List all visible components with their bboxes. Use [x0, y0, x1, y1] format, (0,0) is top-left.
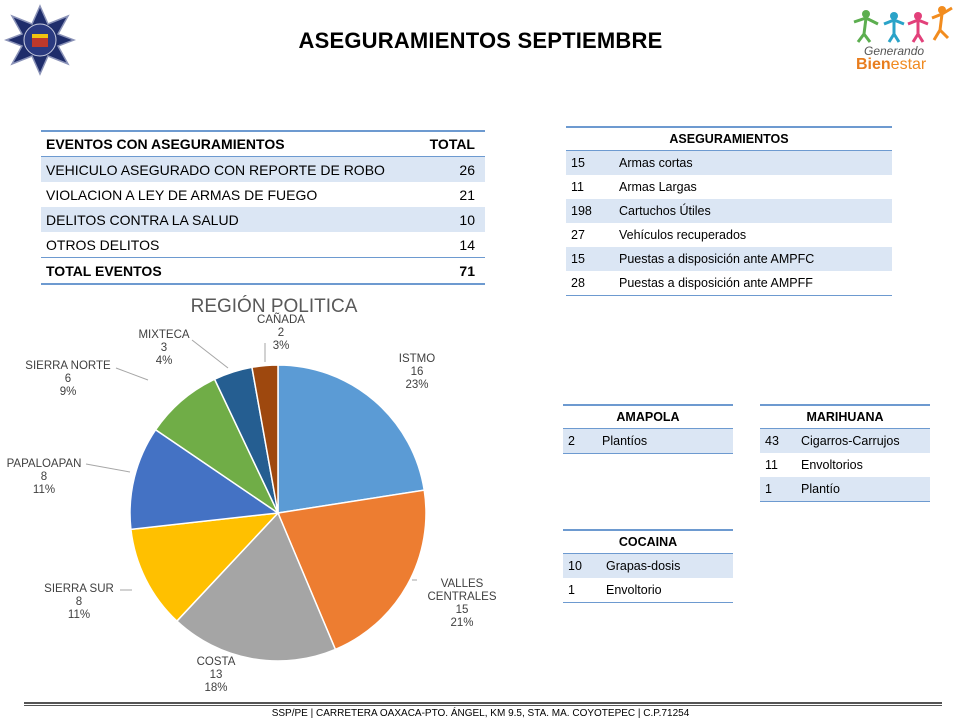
- qty-cell: 2: [563, 428, 597, 454]
- police-badge-logo: [3, 4, 77, 76]
- total-row: TOTAL EVENTOS 71: [41, 257, 485, 285]
- pie-slice-istmo: [277, 364, 426, 514]
- footer-rule: [24, 702, 942, 704]
- logo-line-2: Bienestar: [856, 56, 927, 73]
- table-row: 2 Plantíos: [563, 428, 733, 454]
- table-row: 11 Armas Largas: [566, 175, 892, 199]
- table-row: 1 Plantío: [760, 477, 930, 502]
- qty-cell: 1: [563, 578, 601, 603]
- table-row: 11 Envoltorios: [760, 453, 930, 477]
- table-row: DELITOS CONTRA LA SALUD 10: [41, 207, 485, 232]
- table-row: OTROS DELITOS 14: [41, 232, 485, 258]
- event-label: OTROS DELITOS: [46, 236, 160, 253]
- marihuana-table: MARIHUANA 43 Cigarros-Carrujos 11 Envoltor…: [760, 404, 930, 502]
- qty-cell: 11: [571, 180, 584, 194]
- event-label: VEHICULO ASEGURADO CON REPORTE DE ROBO: [41, 156, 420, 182]
- qty-cell: 15: [566, 150, 614, 175]
- item-cell: Cartuchos Útiles: [614, 199, 892, 223]
- aseguramientos-title: ASEGURAMIENTOS: [566, 126, 892, 151]
- generando-bienestar-logo: Generando Bienestar: [844, 4, 956, 76]
- item-cell: Puestas a disposición ante AMPFF: [614, 271, 892, 296]
- item-cell: Cigarros-Carrujos: [796, 428, 930, 453]
- aseguramientos-table: ASEGURAMIENTOS 15 Armas cortas 11 Armas La…: [566, 126, 892, 296]
- qty-cell: 27: [571, 228, 585, 242]
- event-value: 10: [419, 207, 485, 232]
- table-row: 27 Vehículos recuperados: [566, 223, 892, 247]
- pie-label: ISTMO 16 23%: [399, 353, 435, 391]
- col-header-event: EVENTOS CON ASEGURAMIENTOS: [41, 130, 420, 157]
- events-table: EVENTOS CON ASEGURAMIENTOS TOTAL VEHICUL…: [41, 130, 485, 285]
- event-label: VIOLACION A LEY DE ARMAS DE FUEGO: [46, 186, 318, 203]
- pie-slice-valles-centrales: [276, 489, 427, 651]
- total-label: TOTAL EVENTOS: [41, 257, 420, 285]
- region-pie-chart: ISTMO 16 23% VALLES CENTRALES 15 21% COSTA 13 18%…: [7, 313, 497, 694]
- total-value: 71: [419, 257, 485, 285]
- qty-cell: 1: [760, 477, 796, 502]
- leader-line: [115, 367, 149, 381]
- item-cell: Armas Largas: [619, 180, 697, 194]
- item-cell: Plantío: [796, 477, 930, 502]
- table-row: 28 Puestas a disposición ante AMPFF: [566, 271, 892, 296]
- event-value: 26: [419, 156, 485, 182]
- col-header-total: TOTAL: [419, 130, 485, 157]
- table-row: 10 Grapas-dosis: [563, 553, 733, 578]
- event-value: 21: [459, 186, 475, 203]
- item-cell: Vehículos recuperados: [619, 228, 747, 242]
- table-row: 15 Armas cortas: [566, 150, 892, 175]
- marihuana-title: MARIHUANA: [760, 404, 930, 429]
- qty-cell: 10: [563, 553, 601, 578]
- amapola-title: AMAPOLA: [563, 404, 733, 429]
- leader-line: [85, 463, 131, 473]
- table-row: 198 Cartuchos Útiles: [566, 199, 892, 223]
- pie-label: COSTA 13 18%: [197, 656, 236, 694]
- page-title: ASEGURAMIENTOS SEPTIEMBRE: [298, 28, 663, 53]
- cocaina-table: COCAINA 10 Grapas-dosis 1 Envoltorio: [563, 529, 733, 603]
- event-value: 14: [459, 236, 475, 253]
- amapola-table: AMAPOLA 2 Plantíos: [563, 404, 733, 454]
- table-row: 15 Puestas a disposición ante AMPFC: [566, 247, 892, 271]
- pie-label: SIERRA NORTE 6 9%: [25, 360, 111, 398]
- item-cell: Armas cortas: [614, 150, 892, 175]
- item-cell: Envoltorio: [601, 578, 733, 603]
- table-row: VEHICULO ASEGURADO CON REPORTE DE ROBO 2…: [41, 156, 485, 182]
- qty-cell: 43: [760, 428, 796, 453]
- leader-line: [191, 339, 229, 369]
- pie-label: MIXTECA 3 4%: [138, 329, 189, 367]
- pie-label: CAÑADA 2 3%: [257, 313, 305, 352]
- qty-cell: 28: [566, 271, 614, 296]
- pie-slice-costa: [175, 511, 337, 662]
- event-label: DELITOS CONTRA LA SALUD: [41, 207, 420, 232]
- item-cell: Puestas a disposición ante AMPFC: [614, 247, 892, 271]
- item-cell: Envoltorios: [801, 458, 863, 472]
- chart-title: REGIÓN POLITICA: [190, 296, 358, 317]
- pie-label: VALLES CENTRALES 15 21%: [427, 578, 496, 629]
- logo-line-1: Generando: [864, 44, 925, 58]
- item-cell: Grapas-dosis: [601, 553, 733, 578]
- table-row: 43 Cigarros-Carrujos: [760, 428, 930, 453]
- pie-slice-ca-ada: [251, 364, 279, 514]
- item-cell: Plantíos: [597, 428, 733, 454]
- table-row: 1 Envoltorio: [563, 578, 733, 603]
- pie-slice-papaloapan: [129, 428, 281, 531]
- qty-cell: 11: [765, 458, 778, 472]
- footer-address: SSP/PE | CARRETERA OAXACA-PTO. ÁNGEL, KM…: [271, 708, 690, 719]
- cocaina-title: COCAINA: [563, 529, 733, 554]
- qty-cell: 15: [566, 247, 614, 271]
- footer-rule: [24, 705, 942, 706]
- pie-label: SIERRA SUR 8 11%: [44, 583, 114, 621]
- pie-label: PAPALOAPAN 8 11%: [7, 458, 82, 496]
- pie-slice-sierra-sur: [130, 512, 280, 623]
- people-figures-icon: [853, 6, 953, 43]
- table-row: VIOLACION A LEY DE ARMAS DE FUEGO 21: [41, 182, 485, 207]
- qty-cell: 198: [566, 199, 614, 223]
